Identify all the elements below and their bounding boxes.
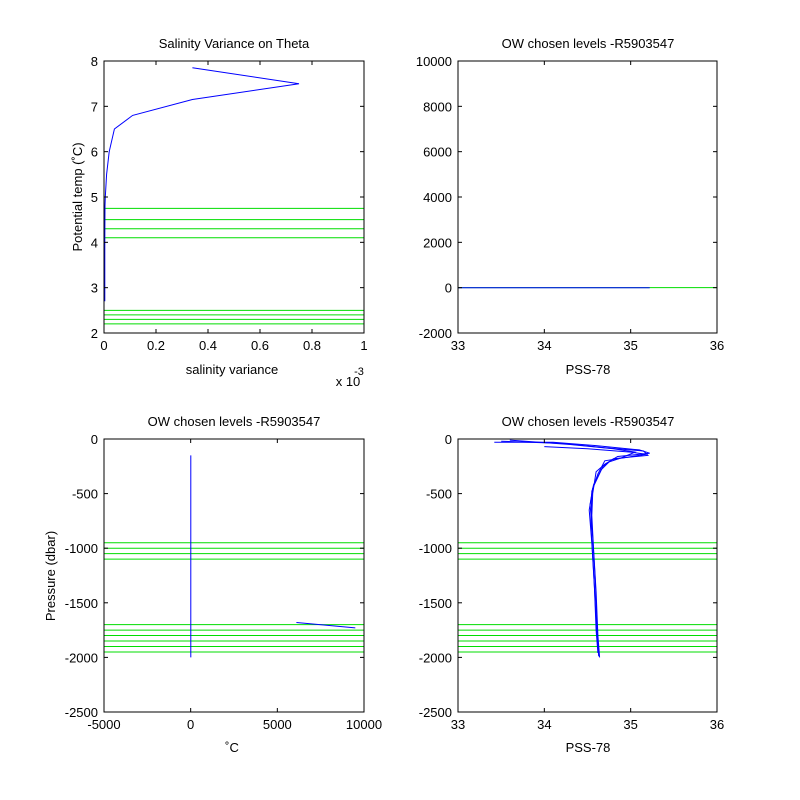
- panel-3-ytick-label: -2500: [65, 705, 98, 720]
- panel-3-ytick-label: -500: [72, 487, 98, 502]
- panel-2-ytick-label: -2000: [419, 326, 452, 341]
- panel-2-ytick-label: 2000: [423, 235, 452, 250]
- panel-2-xtick-label: 35: [623, 338, 637, 353]
- panel-1-xtick-label: 0.4: [199, 338, 217, 353]
- panel-3-title: OW chosen levels -R5903547: [148, 414, 321, 429]
- panel-1-xlabel: salinity variance: [186, 362, 279, 377]
- panel-2-ytick-label: 0: [445, 281, 452, 296]
- panel-1-ylabel: Potential temp (˚C): [70, 142, 85, 251]
- panel-4-plot-area: [458, 439, 717, 658]
- panel-1-ytick-label: 3: [91, 281, 98, 296]
- panel-4-title: OW chosen levels -R5903547: [502, 414, 675, 429]
- panel-3: -5000 0 5000 10000-2500-2000-1500-1000-5000: [65, 432, 382, 732]
- panel-1-ytick-label: 8: [91, 54, 98, 69]
- panel-3-ytick-label: 0: [91, 432, 98, 447]
- panel-3-xtick-label: 5000: [263, 717, 292, 732]
- panel-1-ytick-label: 4: [91, 235, 98, 250]
- panel-3-ytick-label: -1000: [65, 541, 98, 556]
- panel-1-ytick-label: 5: [91, 190, 98, 205]
- panel-3-series-line-2: [296, 622, 356, 629]
- panel-1-xtick-label: 0.8: [303, 338, 321, 353]
- panel-1-x-exponent-power: -3: [354, 366, 364, 378]
- panel-1-xtick-label: 0.2: [147, 338, 165, 353]
- panel-3-ytick-label: -1500: [65, 596, 98, 611]
- panel-4-ytick-label: 0: [445, 432, 452, 447]
- panel-1-series-line-1: [104, 67, 300, 302]
- panel-4-ytick-label: -500: [426, 487, 452, 502]
- panel-2: 33 34 35 36 -2000 0 2000 4000 6000 8000 10000: [416, 54, 724, 353]
- panel-2-xtick-label: 34: [537, 338, 551, 353]
- panel-4-xtick-label: 35: [623, 717, 637, 732]
- panel-3-xtick-label: 0: [187, 717, 194, 732]
- panel-2-ytick-label: 10000: [416, 54, 452, 69]
- panel-4-ytick-label: -2000: [419, 650, 452, 665]
- panel-2-xtick-label: 36: [710, 338, 724, 353]
- panel-3-ylabel: Pressure (dbar): [43, 531, 58, 621]
- panel-4-series-line-4: [544, 446, 647, 657]
- panel-2-ytick-label: 8000: [423, 99, 452, 114]
- panel-1-plot-area: [104, 67, 364, 325]
- panel-4-xlabel: PSS-78: [566, 740, 611, 755]
- panel-4-ytick-label: -2500: [419, 705, 452, 720]
- panel-1-ytick-label: 6: [91, 145, 98, 160]
- panel-3-xlabel: ˚C: [225, 740, 239, 755]
- panel-4: 33 34 35 36 -2500 -2000 -1500 -1000 -500 0: [419, 432, 724, 732]
- panel-3-axes-box: [103, 438, 365, 713]
- panel-1-xtick-label: 0.6: [251, 338, 269, 353]
- panel-1-ytick-label: 2: [91, 326, 98, 341]
- panel-4-xtick-label: 36: [710, 717, 724, 732]
- panel-2-xlabel: PSS-78: [566, 362, 611, 377]
- panel-1-xtick-label: 1: [360, 338, 367, 353]
- panel-2-xtick-label: 33: [451, 338, 465, 353]
- panel-4-xtick-label: 34: [537, 717, 551, 732]
- panel-3-plot-area: [104, 455, 364, 658]
- panel-4-ytick-label: -1000: [419, 541, 452, 556]
- panel-4-axes-box: [457, 438, 718, 713]
- panel-2-title: OW chosen levels -R5903547: [502, 36, 675, 51]
- panel-3-xtick-label: -5000: [87, 717, 120, 732]
- panel-1-title: Salinity Variance on Theta: [159, 36, 310, 51]
- panel-4-ytick-label: -1500: [419, 596, 452, 611]
- panel-1: 0 0.2 0.4 0.6 0.8 1 2 3 4 5 6 7 8: [91, 54, 368, 353]
- panel-1-xtick-label: 0: [100, 338, 107, 353]
- panel-4-xtick-label: 33: [451, 717, 465, 732]
- panel-2-ytick-label: 4000: [423, 190, 452, 205]
- panel-2-ytick-label: 6000: [423, 145, 452, 160]
- panel-3-xtick-label: 10000: [346, 717, 382, 732]
- panel-3-ytick-label: -2000: [65, 650, 98, 665]
- panel-1-ytick-label: 7: [91, 99, 98, 114]
- panel-1-x-exponent: x 10: [336, 374, 361, 389]
